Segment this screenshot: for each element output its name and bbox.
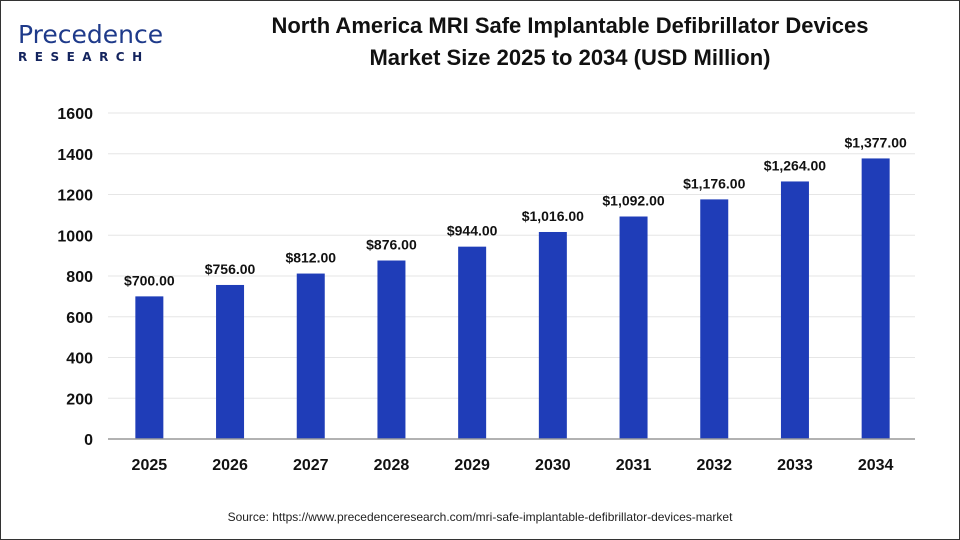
data-label: $1,092.00 bbox=[602, 193, 664, 209]
y-tick-label: 1600 bbox=[57, 106, 93, 123]
data-label: $1,016.00 bbox=[522, 208, 584, 224]
y-tick-label: 1400 bbox=[57, 147, 93, 164]
bar bbox=[135, 296, 164, 439]
data-label: $876.00 bbox=[366, 237, 417, 253]
data-label: $812.00 bbox=[285, 250, 336, 266]
bar bbox=[700, 199, 729, 439]
source-note: Source: https://www.precedenceresearch.c… bbox=[227, 510, 733, 524]
y-tick-label: 200 bbox=[66, 391, 93, 408]
x-tick-label: 2031 bbox=[616, 457, 652, 474]
logo-subtitle: RESEARCH bbox=[18, 50, 150, 64]
x-tick-label: 2025 bbox=[132, 457, 168, 474]
x-tick-label: 2028 bbox=[374, 457, 410, 474]
data-label: $756.00 bbox=[205, 261, 256, 277]
bar bbox=[216, 284, 245, 439]
y-tick-label: 400 bbox=[66, 351, 93, 368]
bar bbox=[780, 181, 809, 439]
bar bbox=[377, 260, 406, 439]
title-line-1: North America MRI Safe Implantable Defib… bbox=[271, 13, 869, 38]
x-tick-label: 2027 bbox=[293, 457, 329, 474]
title-line-2: Market Size 2025 to 2034 (USD Million) bbox=[369, 45, 771, 70]
chart-title: North America MRI Safe Implantable Defib… bbox=[200, 10, 940, 74]
bar bbox=[458, 246, 487, 439]
logo-wordmark: Precedence bbox=[18, 20, 164, 49]
bar bbox=[538, 231, 567, 439]
data-label: $944.00 bbox=[447, 223, 498, 239]
x-tick-label: 2029 bbox=[454, 457, 490, 474]
y-tick-label: 1200 bbox=[57, 188, 93, 205]
data-label: $1,264.00 bbox=[764, 157, 826, 173]
x-tick-label: 2033 bbox=[777, 457, 813, 474]
logo: Precedence RESEARCH bbox=[18, 20, 164, 65]
y-tick-label: 800 bbox=[66, 269, 93, 286]
bar bbox=[296, 273, 325, 439]
x-tick-label: 2034 bbox=[858, 457, 894, 474]
bar bbox=[619, 216, 648, 439]
y-tick-label: 0 bbox=[84, 432, 93, 449]
y-tick-label: 1000 bbox=[57, 228, 93, 245]
data-label: $1,377.00 bbox=[845, 134, 907, 150]
x-tick-label: 2030 bbox=[535, 457, 571, 474]
data-label: $1,176.00 bbox=[683, 175, 745, 191]
x-tick-label: 2026 bbox=[212, 457, 248, 474]
x-tick-label: 2032 bbox=[696, 457, 732, 474]
bar bbox=[861, 158, 890, 439]
data-label: $700.00 bbox=[124, 272, 175, 288]
y-tick-label: 600 bbox=[66, 310, 93, 327]
